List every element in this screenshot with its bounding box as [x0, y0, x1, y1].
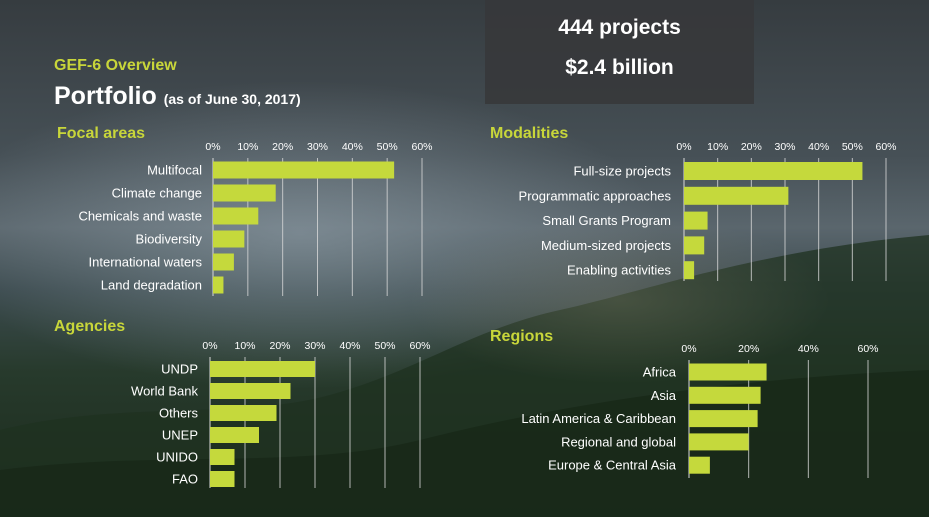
modality-bar-medium-sized-projects: [684, 236, 705, 255]
focal-tick-label: 20%: [272, 141, 293, 153]
region-label-latin-america-and-caribbean: Latin America & Caribbean: [521, 411, 676, 426]
focal-bar-biodiversity: [213, 230, 245, 248]
focal-label-biodiversity: Biodiversity: [136, 232, 203, 247]
modality-label-programmatic-approaches: Programmatic approaches: [519, 188, 672, 203]
agency-tick-label: 30%: [304, 340, 325, 352]
region-tick-label: 0%: [681, 343, 696, 355]
heading-modalities: Modalities: [490, 125, 569, 142]
modality-bar-small-grants-program: [684, 211, 708, 230]
region-bar-latin-america-and-caribbean: [689, 410, 758, 428]
modality-tick-label: 10%: [707, 141, 728, 153]
modality-label-medium-sized-projects: Medium-sized projects: [541, 238, 672, 253]
modality-label-small-grants-program: Small Grants Program: [542, 213, 671, 228]
heading-regions: Regions: [490, 328, 554, 345]
focal-tick-label: 60%: [411, 141, 432, 153]
agency-bar-fao: [210, 471, 235, 487]
agency-bar-undp: [210, 361, 315, 377]
modality-bar-programmatic-approaches: [684, 186, 789, 205]
focal-bar-climate-change: [213, 184, 276, 202]
title-main: Portfolio: [54, 82, 157, 110]
focal-bar-multifocal: [213, 161, 395, 179]
focal-tick-label: 50%: [377, 141, 398, 153]
region-label-regional-and-global: Regional and global: [561, 434, 676, 449]
region-bar-regional-and-global: [689, 433, 749, 451]
agency-tick-label: 0%: [202, 340, 217, 352]
modality-tick-label: 20%: [741, 141, 762, 153]
modality-tick-label: 0%: [676, 141, 691, 153]
modality-label-full-size-projects: Full-size projects: [573, 164, 671, 179]
agency-tick-label: 50%: [374, 340, 395, 352]
total-amount: $2.4 billion: [565, 56, 674, 79]
modality-bar-full-size-projects: [684, 162, 863, 180]
agency-bar-others: [210, 405, 277, 421]
project-count: 444 projects: [558, 16, 681, 39]
overview-label: GEF-6 Overview: [54, 57, 177, 74]
focal-label-multifocal: Multifocal: [147, 163, 202, 178]
focal-tick-label: 0%: [205, 141, 220, 153]
focal-label-international-waters: International waters: [89, 255, 203, 270]
focal-tick-label: 10%: [237, 141, 258, 153]
focal-label-climate-change: Climate change: [112, 186, 202, 201]
agency-bar-unido: [210, 449, 235, 465]
agency-tick-label: 10%: [234, 340, 255, 352]
focal-bar-land-degradation: [213, 276, 224, 294]
region-bar-asia: [689, 386, 761, 404]
summary-box: 444 projects $2.4 billion: [485, 0, 754, 104]
modality-tick-label: 30%: [774, 141, 795, 153]
agency-label-fao: FAO: [172, 472, 198, 487]
focal-label-land-degradation: Land degradation: [101, 278, 202, 293]
page-title: Portfolio (as of June 30, 2017): [54, 82, 301, 111]
modality-tick-label: 60%: [875, 141, 896, 153]
modality-tick-label: 40%: [808, 141, 829, 153]
focal-bar-chemicals-and-waste: [213, 207, 259, 225]
agency-tick-label: 60%: [409, 340, 430, 352]
heading-focal-areas: Focal areas: [57, 125, 146, 142]
agency-bar-world-bank: [210, 383, 291, 399]
agency-label-others: Others: [159, 406, 199, 421]
region-label-africa: Africa: [643, 365, 677, 380]
focal-tick-label: 40%: [342, 141, 363, 153]
region-tick-label: 40%: [798, 343, 819, 355]
title-date: (as of June 30, 2017): [163, 91, 301, 107]
agency-bar-unep: [210, 427, 259, 443]
agency-tick-label: 40%: [339, 340, 360, 352]
modality-bar-enabling-activities: [684, 261, 695, 280]
focal-label-chemicals-and-waste: Chemicals and waste: [78, 209, 202, 224]
modality-label-enabling-activities: Enabling activities: [567, 263, 672, 278]
region-bar-africa: [689, 363, 767, 381]
agency-label-unido: UNIDO: [156, 450, 198, 465]
region-tick-label: 60%: [857, 343, 878, 355]
region-bar-europe-and-central-asia: [689, 456, 710, 474]
region-label-europe-and-central-asia: Europe & Central Asia: [548, 458, 677, 473]
focal-tick-label: 30%: [307, 141, 328, 153]
agency-label-world-bank: World Bank: [131, 384, 198, 399]
region-label-asia: Asia: [651, 388, 677, 403]
agency-label-unep: UNEP: [162, 428, 198, 443]
focal-bar-international-waters: [213, 253, 234, 271]
heading-agencies: Agencies: [54, 318, 126, 335]
modality-tick-label: 50%: [842, 141, 863, 153]
agency-tick-label: 20%: [269, 340, 290, 352]
region-tick-label: 20%: [738, 343, 759, 355]
agency-label-undp: UNDP: [161, 362, 198, 377]
